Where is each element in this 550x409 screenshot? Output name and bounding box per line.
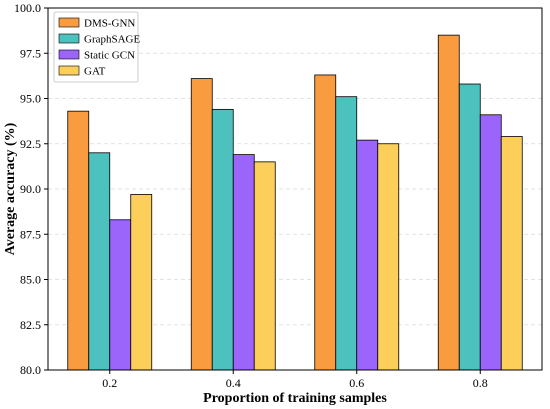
bar-static-gcn-0.6 bbox=[356, 139, 379, 371]
legend-label: DMS-GNN bbox=[84, 18, 135, 30]
bar-static-gcn-0.2 bbox=[109, 219, 132, 371]
legend-label: GraphSAGE bbox=[84, 34, 140, 46]
bar-gat-0.8 bbox=[500, 136, 523, 371]
y-tick-label: 80.0 bbox=[20, 363, 41, 377]
x-tick-label: 0.2 bbox=[102, 376, 117, 390]
bar-graphsage-0.8 bbox=[458, 83, 481, 371]
bar-static-gcn-0.8 bbox=[479, 114, 502, 371]
y-tick-label: 90.0 bbox=[20, 182, 41, 196]
bar-static-gcn-0.4 bbox=[232, 154, 255, 371]
y-tick-label: 87.5 bbox=[20, 227, 41, 241]
x-axis-ticks: 0.2 0.4 0.6 0.8 bbox=[102, 370, 488, 390]
bar-graphsage-0.4 bbox=[211, 108, 234, 371]
y-axis-title: Average accuracy (%) bbox=[3, 122, 18, 255]
y-tick-label: 85.0 bbox=[20, 273, 41, 287]
legend-label: Static GCN bbox=[84, 50, 135, 62]
y-tick-label: 97.5 bbox=[20, 46, 41, 60]
x-axis-title: Proportion of training samples bbox=[203, 391, 387, 406]
y-tick-label: 100.0 bbox=[14, 1, 41, 15]
legend: DMS-GNN GraphSAGE Static GCN GAT bbox=[53, 11, 140, 83]
bar-gat-0.2 bbox=[130, 194, 153, 371]
grid-lines bbox=[48, 52, 542, 326]
bar-gat-0.6 bbox=[377, 143, 400, 371]
legend-label: GAT bbox=[84, 66, 106, 78]
legend-swatch bbox=[58, 17, 80, 28]
y-tick-label: 82.5 bbox=[20, 318, 41, 332]
legend-swatch bbox=[58, 65, 80, 76]
x-tick-label: 0.6 bbox=[349, 376, 364, 390]
legend-swatch bbox=[58, 33, 80, 44]
bar-dms-gnn-0.8 bbox=[437, 34, 460, 371]
legend-swatch bbox=[58, 49, 80, 60]
y-tick-label: 95.0 bbox=[20, 92, 41, 106]
y-tick-label: 92.5 bbox=[20, 137, 41, 151]
bar-dms-gnn-0.4 bbox=[190, 78, 213, 371]
bar-dms-gnn-0.6 bbox=[314, 74, 337, 371]
x-tick-label: 0.4 bbox=[226, 376, 241, 390]
bar-gat-0.4 bbox=[253, 161, 276, 371]
legend-box bbox=[53, 11, 139, 83]
bar-graphsage-0.6 bbox=[335, 96, 358, 371]
bar-dms-gnn-0.2 bbox=[67, 110, 90, 371]
y-axis-ticks: 80.0 82.5 85.0 87.5 90.0 92.5 95.0 97.5 100.0 bbox=[14, 1, 48, 377]
x-tick-label: 0.8 bbox=[473, 376, 488, 390]
bars bbox=[67, 34, 523, 371]
bar-graphsage-0.2 bbox=[88, 152, 111, 371]
